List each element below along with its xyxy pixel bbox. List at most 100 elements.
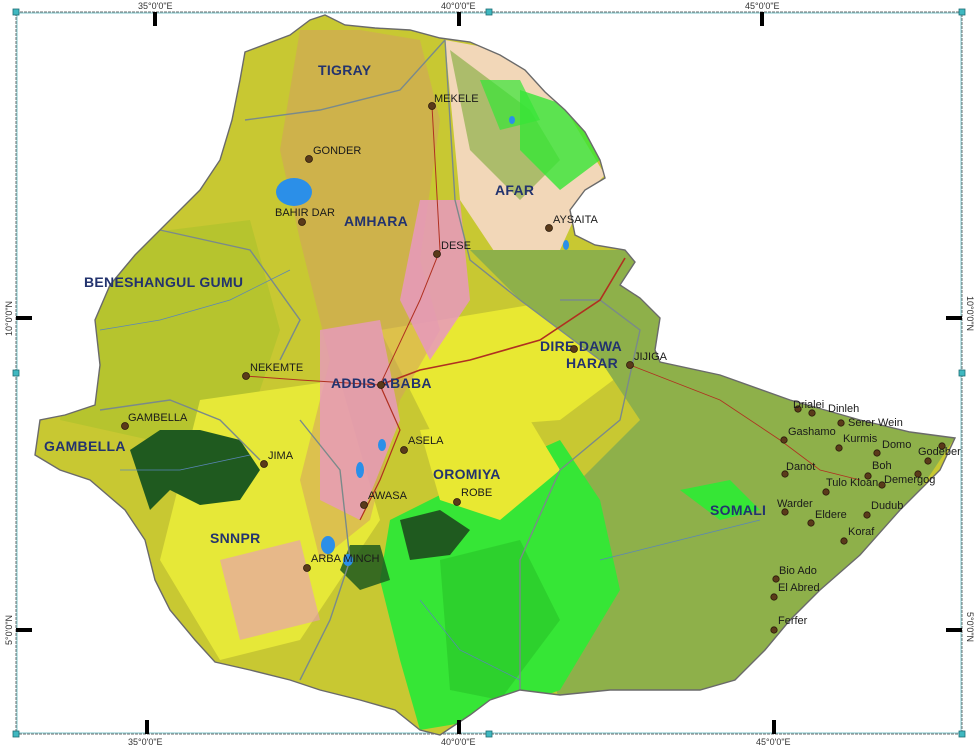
city-marker-gambella[interactable] [121, 422, 129, 430]
city-label-nekemte: NEKEMTE [250, 362, 303, 374]
town-label-eldere: Eldere [815, 509, 847, 521]
city-marker-mekele[interactable] [428, 102, 436, 110]
town-label-boh: Boh [872, 460, 892, 472]
city-label-dese: DESE [441, 240, 471, 252]
city-marker-aysaita[interactable] [545, 224, 553, 232]
city-marker-jijiga[interactable] [626, 361, 634, 369]
town-marker-danot[interactable] [781, 470, 789, 478]
city-marker-asela[interactable] [400, 446, 408, 454]
city-label-asela: ASELA [408, 435, 444, 447]
town-label-drialei: Drialei [793, 399, 824, 411]
handle-bottom-middle[interactable] [485, 730, 493, 738]
city-marker-arbaminch[interactable] [303, 564, 311, 572]
coord-bottom-35e: 35°0'0"E [128, 737, 163, 747]
town-marker-boh[interactable] [864, 472, 872, 480]
town-marker-demergog[interactable] [914, 470, 922, 478]
lake-tana [276, 178, 312, 206]
region-label-tigray: TIGRAY [318, 62, 372, 78]
city-label-gambella: GAMBELLA [128, 412, 188, 424]
region-label-oromiya: OROMIYA [433, 466, 501, 482]
town-marker-godeber[interactable] [938, 442, 946, 450]
region-label-somali: SOMALI [710, 502, 766, 518]
town-label-danot: Danot [786, 461, 815, 473]
coord-top-45e: 45°0'0"E [745, 1, 780, 11]
region-label-afar: AFAR [495, 182, 534, 198]
town-label-gashamo: Gashamo [788, 426, 836, 438]
handle-bottom-left[interactable] [12, 730, 20, 738]
city-marker-robe[interactable] [453, 498, 461, 506]
town-labels: Drialei Dinleh Serer Wein Gashamo Kurmis… [777, 399, 961, 627]
town-marker-extra[interactable] [924, 457, 932, 465]
city-marker-diredawa[interactable] [570, 345, 578, 353]
city-marker-awasa[interactable] [360, 501, 368, 509]
town-marker-drialei[interactable] [794, 405, 802, 413]
handle-top-middle[interactable] [485, 8, 493, 16]
town-label-kurmis: Kurmis [843, 433, 878, 445]
ethiopia-border [34, 14, 957, 736]
region-label-beneshangul: BENESHANGUL GUMU [84, 274, 243, 290]
region-label-harar: HARAR [566, 355, 618, 371]
town-marker-elabred[interactable] [770, 593, 778, 601]
coord-right-5n: 5°0'0"N [965, 612, 975, 642]
city-marker-addisababa[interactable] [377, 381, 385, 389]
town-label-dinleh: Dinleh [828, 403, 859, 415]
coord-right-10n: 10°0'0"N [965, 296, 975, 331]
city-label-arbaminch: ARBA MINCH [311, 553, 380, 565]
handle-top-left[interactable] [12, 8, 20, 16]
town-label-sererwein: Serer Wein [848, 417, 903, 429]
town-marker-gashamo[interactable] [780, 436, 788, 444]
town-label-tulokloan: Tulo Kloan [826, 477, 878, 489]
town-marker-tulokloan[interactable] [822, 488, 830, 496]
town-marker-warder[interactable] [781, 508, 789, 516]
city-label-mekele: MEKELE [434, 93, 479, 105]
town-marker-boh2[interactable] [878, 481, 886, 489]
city-label-aysaita: AYSAITA [553, 214, 598, 226]
town-label-demergog: Demergog [884, 474, 935, 486]
frame-handles[interactable] [12, 8, 966, 738]
city-marker-dese[interactable] [433, 250, 441, 258]
coord-left-5n: 5°0'0"N [4, 615, 14, 645]
town-marker-dudub[interactable] [863, 511, 871, 519]
town-marker-dinleh[interactable] [808, 409, 816, 417]
town-markers [770, 405, 946, 634]
coord-bottom-40e: 40°0'0"E [441, 737, 476, 747]
town-label-dudub: Dudub [871, 500, 903, 512]
town-label-ferfer: Ferfer [778, 615, 808, 627]
town-label-elabred: El Abred [778, 582, 820, 594]
graticule-ticks [16, 12, 962, 734]
town-marker-eldere[interactable] [807, 519, 815, 527]
city-labels: MEKELE GONDER BAHIR DAR AYSAITA DESE JIJ… [128, 93, 668, 565]
town-label-warder: Warder [777, 498, 813, 510]
region-label-diredawa: DIRE DAWA [540, 338, 622, 354]
town-marker-ferfer[interactable] [770, 626, 778, 634]
town-marker-domo[interactable] [873, 449, 881, 457]
region-labels: TIGRAY AFAR AMHARA BENESHANGUL GUMU DIRE… [44, 62, 766, 546]
coord-top-40e: 40°0'0"E [441, 1, 476, 11]
coord-bottom-45e: 45°0'0"E [756, 737, 791, 747]
city-marker-gonder[interactable] [305, 155, 313, 163]
town-label-domo: Domo [882, 439, 911, 451]
city-label-gonder: GONDER [313, 145, 361, 157]
town-label-bioado: Bio Ado [779, 565, 817, 577]
town-marker-sererwein[interactable] [837, 419, 845, 427]
handle-right-middle[interactable] [958, 369, 966, 377]
region-label-gambella: GAMBELLA [44, 438, 126, 454]
city-marker-jima[interactable] [260, 460, 268, 468]
handle-left-middle[interactable] [12, 369, 20, 377]
town-marker-koraf[interactable] [840, 537, 848, 545]
coord-top-35e: 35°0'0"E [138, 1, 173, 11]
city-label-jima: JIMA [268, 450, 294, 462]
coord-left-10n: 10°0'0"N [4, 301, 14, 336]
town-marker-kurmis[interactable] [835, 444, 843, 452]
town-marker-bioado[interactable] [772, 575, 780, 583]
city-markers [121, 102, 634, 572]
handle-top-right[interactable] [958, 8, 966, 16]
city-label-jijiga: JIJIGA [634, 351, 668, 363]
city-marker-bahirdar[interactable] [298, 218, 306, 226]
handle-bottom-right[interactable] [958, 730, 966, 738]
region-label-amhara: AMHARA [344, 213, 408, 229]
town-label-koraf: Koraf [848, 526, 875, 538]
city-marker-nekemte[interactable] [242, 372, 250, 380]
city-label-robe: ROBE [461, 487, 492, 499]
